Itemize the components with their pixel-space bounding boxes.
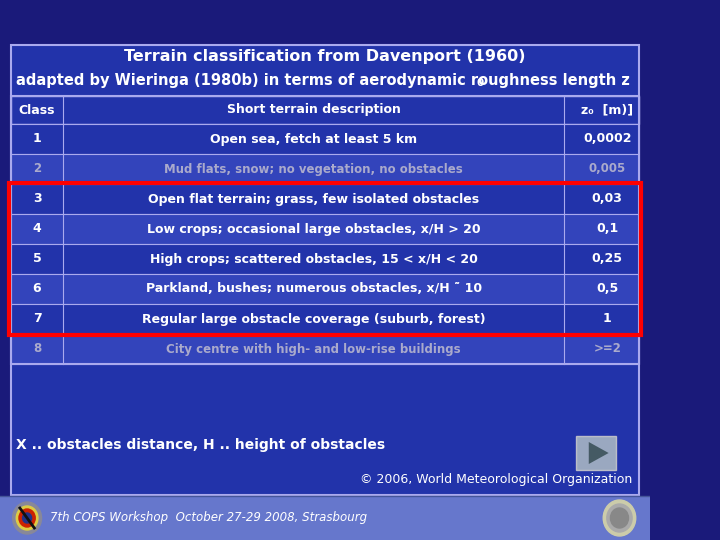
- Text: Regular large obstacle coverage (suburb, forest): Regular large obstacle coverage (suburb,…: [142, 313, 485, 326]
- Text: Class: Class: [19, 104, 55, 117]
- Text: 0,1: 0,1: [596, 222, 618, 235]
- Text: z₀  [m)]: z₀ [m)]: [581, 104, 634, 117]
- Text: Low crops; occasional large obstacles, x/H > 20: Low crops; occasional large obstacles, x…: [147, 222, 481, 235]
- Bar: [11, 334, 639, 364]
- Text: 2: 2: [33, 163, 41, 176]
- Polygon shape: [589, 442, 608, 464]
- Circle shape: [22, 513, 32, 523]
- Circle shape: [611, 508, 629, 528]
- Text: 3: 3: [32, 192, 41, 206]
- Bar: [11, 184, 639, 214]
- Text: 1: 1: [603, 313, 612, 326]
- Text: 0,25: 0,25: [592, 253, 623, 266]
- Text: Short terrain description: Short terrain description: [227, 104, 401, 117]
- Bar: [11, 244, 639, 274]
- Bar: [11, 96, 639, 364]
- Text: 5: 5: [32, 253, 41, 266]
- Bar: [11, 45, 639, 495]
- Bar: [9, 183, 641, 335]
- Text: 0,03: 0,03: [592, 192, 623, 206]
- Text: City centre with high- and low-rise buildings: City centre with high- and low-rise buil…: [166, 342, 461, 355]
- Circle shape: [17, 506, 38, 530]
- Text: 1: 1: [32, 132, 41, 145]
- Text: Terrain classification from Davenport (1960): Terrain classification from Davenport (1…: [125, 50, 526, 64]
- Text: Mud flats, snow; no vegetation, no obstacles: Mud flats, snow; no vegetation, no obsta…: [164, 163, 463, 176]
- Circle shape: [607, 504, 632, 532]
- Text: © 2006, World Meteorological Organization: © 2006, World Meteorological Organizatio…: [360, 474, 632, 487]
- Text: 8: 8: [33, 342, 41, 355]
- Text: Parkland, bushes; numerous obstacles, x/H ˜ 10: Parkland, bushes; numerous obstacles, x/…: [145, 282, 482, 295]
- Bar: [11, 124, 639, 154]
- Text: adapted by Wieringa (1980b) in terms of aerodynamic roughness length z: adapted by Wieringa (1980b) in terms of …: [17, 72, 630, 87]
- Text: Open flat terrain; grass, few isolated obstacles: Open flat terrain; grass, few isolated o…: [148, 192, 480, 206]
- Text: 0,005: 0,005: [589, 163, 626, 176]
- Text: 7: 7: [32, 313, 41, 326]
- Bar: [0, 496, 650, 540]
- Text: 7th COPS Workshop  October 27-29 2008, Strasbourg: 7th COPS Workshop October 27-29 2008, St…: [50, 511, 366, 524]
- Text: 0,5: 0,5: [596, 282, 618, 295]
- Bar: [11, 304, 639, 334]
- Circle shape: [13, 502, 42, 534]
- Bar: [11, 274, 639, 304]
- Text: High crops; scattered obstacles, 15 < x/H < 20: High crops; scattered obstacles, 15 < x/…: [150, 253, 478, 266]
- Circle shape: [19, 509, 35, 527]
- Text: 0: 0: [477, 78, 484, 88]
- Text: 0,0002: 0,0002: [583, 132, 631, 145]
- Text: Open sea, fetch at least 5 km: Open sea, fetch at least 5 km: [210, 132, 418, 145]
- Text: X .. obstacles distance, H .. height of obstacles: X .. obstacles distance, H .. height of …: [17, 438, 385, 452]
- Bar: [11, 96, 639, 124]
- Text: 6: 6: [32, 282, 41, 295]
- Bar: [11, 154, 639, 184]
- Circle shape: [603, 500, 636, 536]
- Bar: [576, 436, 616, 470]
- Text: >=2: >=2: [593, 342, 621, 355]
- Bar: [11, 214, 639, 244]
- Text: 4: 4: [32, 222, 41, 235]
